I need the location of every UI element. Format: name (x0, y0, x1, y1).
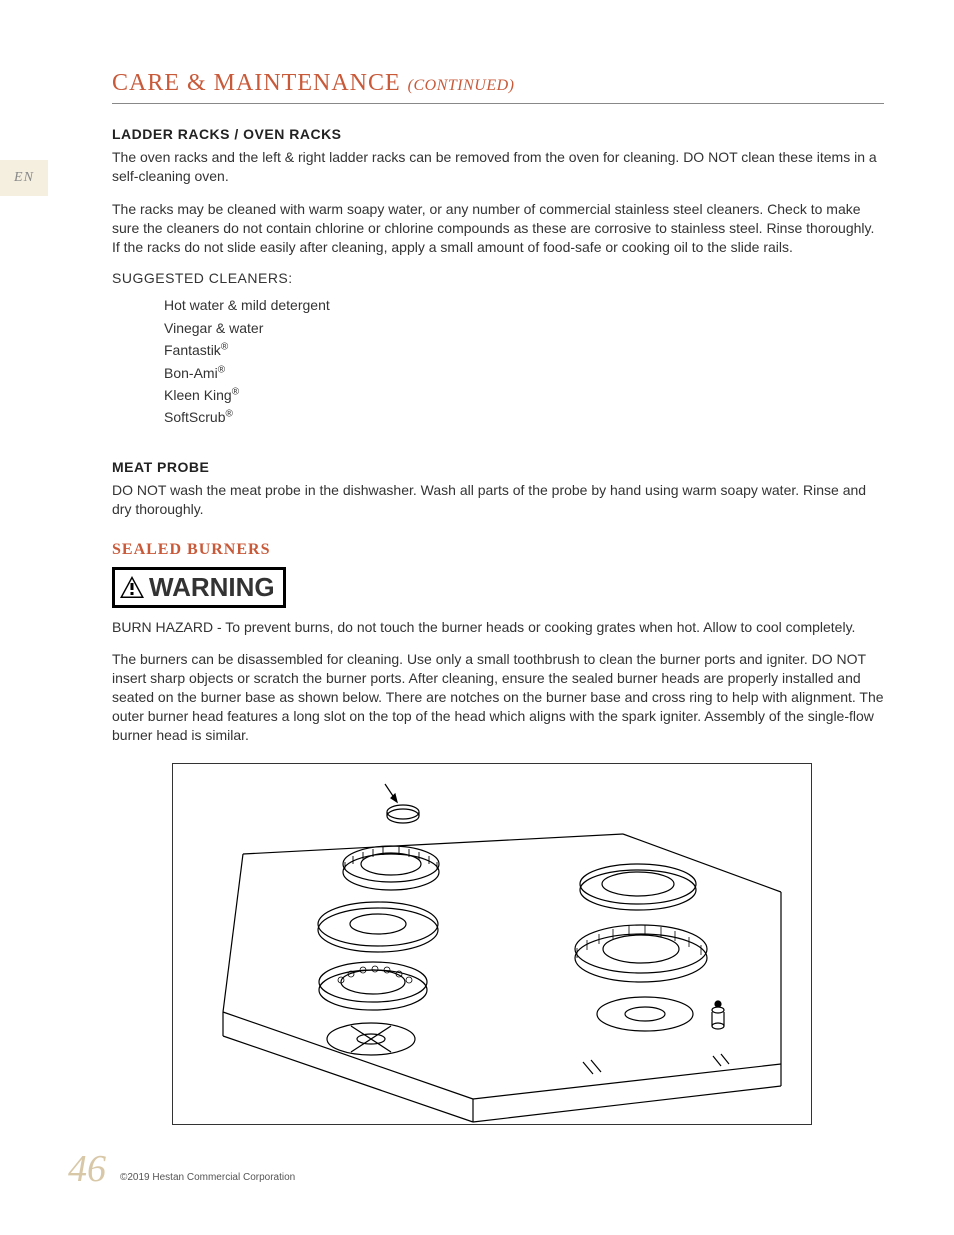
racks-paragraph-2: The racks may be cleaned with warm soapy… (112, 200, 884, 257)
copyright-text: ©2019 Hestan Commercial Corporation (120, 1172, 295, 1183)
warning-label: WARNING (149, 572, 275, 603)
cleaner-list: Hot water & mild detergentVinegar & wate… (164, 294, 884, 428)
title-continued: (CONTINUED) (408, 77, 515, 94)
burners-paragraph-2: The burners can be disassembled for clea… (112, 650, 884, 744)
warning-triangle-icon (119, 575, 145, 599)
cleaner-item: Bon-Ami® (164, 362, 884, 384)
heading-burners: SEALED BURNERS (112, 541, 884, 559)
probe-paragraph-1: DO NOT wash the meat probe in the dishwa… (112, 481, 884, 519)
burners-paragraph-1: BURN HAZARD - To prevent burns, do not t… (112, 618, 884, 637)
heading-probe: MEAT PROBE (112, 459, 884, 475)
title-main: CARE & MAINTENANCE (112, 70, 401, 96)
burner-diagram (172, 763, 812, 1125)
page-number: 46 (68, 1147, 106, 1191)
warning-box: WARNING (112, 567, 286, 608)
cleaner-item: Vinegar & water (164, 317, 884, 339)
page-content: CARE & MAINTENANCE (CONTINUED) LADDER RA… (112, 70, 884, 1125)
page-title: CARE & MAINTENANCE (CONTINUED) (112, 70, 884, 104)
cleaner-item: Kleen King® (164, 384, 884, 406)
heading-racks: LADDER RACKS / OVEN RACKS (112, 126, 884, 142)
cleaner-item: SoftScrub® (164, 406, 884, 428)
racks-paragraph-1: The oven racks and the left & right ladd… (112, 148, 884, 186)
burner-exploded-view-icon (173, 764, 812, 1125)
cleaner-item: Hot water & mild detergent (164, 294, 884, 316)
language-tab: EN (0, 160, 48, 196)
suggested-cleaners-label: SUGGESTED CLEANERS: (112, 270, 884, 286)
cleaner-item: Fantastik® (164, 339, 884, 361)
